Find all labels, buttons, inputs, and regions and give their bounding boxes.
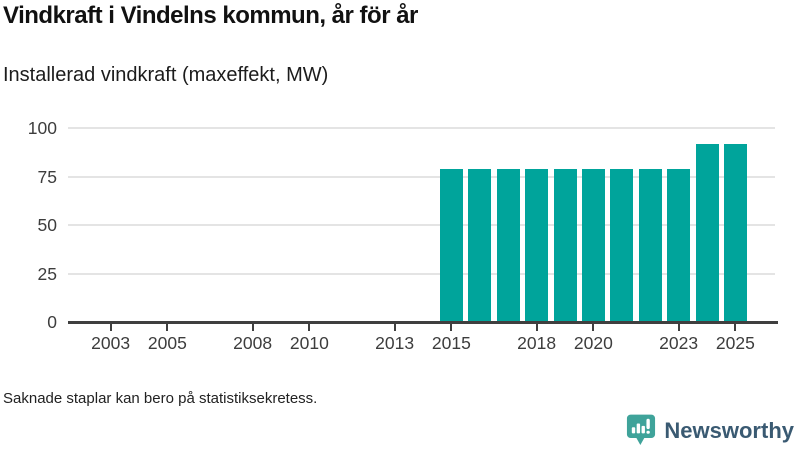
bar-2022 xyxy=(638,168,662,322)
x-tick-label: 2013 xyxy=(375,333,415,353)
y-tick-label: 0 xyxy=(47,312,57,332)
gridline-y-50 xyxy=(68,224,775,226)
x-tick-label: 2005 xyxy=(147,333,187,353)
mini-bar-3 xyxy=(641,425,646,434)
x-tick-2003 xyxy=(109,324,112,331)
bar-2017 xyxy=(496,168,520,322)
x-tick-2018 xyxy=(535,324,538,331)
x-tick-2013 xyxy=(393,324,396,331)
bar-2023 xyxy=(667,168,691,322)
x-tick-2020 xyxy=(592,324,595,331)
gridline-y-25 xyxy=(68,272,775,275)
bar-2025 xyxy=(723,143,747,322)
x-tick-label: 2003 xyxy=(91,333,131,353)
bar-2018 xyxy=(525,168,549,322)
bar-2015 xyxy=(439,168,463,322)
x-tick-2025 xyxy=(734,324,737,331)
x-tick-label: 2025 xyxy=(715,333,755,353)
gridline-y-100 xyxy=(68,127,775,129)
bar-2019 xyxy=(553,168,577,322)
y-tick-label: 25 xyxy=(37,263,57,284)
bar-2020 xyxy=(581,168,605,322)
x-tick-label: 2015 xyxy=(431,333,471,353)
exclamation-bar xyxy=(646,418,651,430)
x-tick-2023 xyxy=(677,324,680,331)
y-tick-label: 50 xyxy=(37,215,57,235)
brand-logo[interactable]: Newsworthy xyxy=(626,413,794,448)
chart-title: Vindkraft i Vindelns kommun, år för år xyxy=(3,2,418,29)
x-tick-2005 xyxy=(166,324,169,331)
x-tick-label: 2020 xyxy=(573,333,613,353)
bar-2021 xyxy=(610,168,634,322)
gridline-y-75 xyxy=(68,175,775,178)
exclamation-dot xyxy=(646,430,651,434)
chart-subtitle: Installerad vindkraft (maxeffekt, MW) xyxy=(3,64,329,86)
mini-bar-2 xyxy=(637,423,641,434)
x-tick-2008 xyxy=(251,324,254,331)
mini-bar-1 xyxy=(632,427,636,434)
x-tick-label: 2023 xyxy=(659,333,699,353)
x-axis-line xyxy=(68,321,778,324)
x-tick-label: 2008 xyxy=(233,333,273,353)
footnote: Saknade staplar kan bero på statistiksek… xyxy=(3,390,318,407)
bar-2024 xyxy=(695,143,719,322)
x-tick-label: 2010 xyxy=(289,333,329,353)
bar-2016 xyxy=(468,168,492,322)
y-tick-label: 100 xyxy=(27,118,57,138)
y-tick-label: 75 xyxy=(37,166,57,187)
newsworthy-bar-chart-bubble-icon xyxy=(627,414,656,446)
x-tick-2010 xyxy=(308,324,311,331)
x-tick-2015 xyxy=(450,324,453,331)
speech-bubble-shape xyxy=(627,414,656,446)
x-tick-label: 2018 xyxy=(517,333,557,353)
brand-name: Newsworthy xyxy=(664,417,794,443)
